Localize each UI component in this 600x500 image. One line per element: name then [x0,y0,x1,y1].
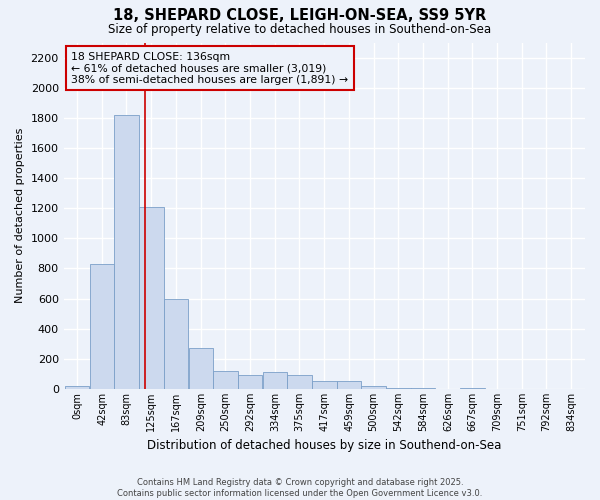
X-axis label: Distribution of detached houses by size in Southend-on-Sea: Distribution of detached houses by size … [147,440,502,452]
Bar [312,382,337,389]
Bar [164,298,188,389]
Bar [386,388,410,389]
Text: Contains HM Land Registry data © Crown copyright and database right 2025.
Contai: Contains HM Land Registry data © Crown c… [118,478,482,498]
Bar [460,388,485,389]
Bar [361,386,386,389]
Bar [287,376,311,389]
Bar [90,264,115,389]
Bar [139,206,164,389]
Bar [411,388,436,389]
Bar [238,376,262,389]
Text: Size of property relative to detached houses in Southend-on-Sea: Size of property relative to detached ho… [109,22,491,36]
Y-axis label: Number of detached properties: Number of detached properties [15,128,25,304]
Bar [65,386,89,389]
Bar [114,115,139,389]
Bar [337,382,361,389]
Bar [213,371,238,389]
Bar [263,372,287,389]
Bar [189,348,214,389]
Text: 18, SHEPARD CLOSE, LEIGH-ON-SEA, SS9 5YR: 18, SHEPARD CLOSE, LEIGH-ON-SEA, SS9 5YR [113,8,487,22]
Text: 18 SHEPARD CLOSE: 136sqm
← 61% of detached houses are smaller (3,019)
38% of sem: 18 SHEPARD CLOSE: 136sqm ← 61% of detach… [71,52,349,84]
